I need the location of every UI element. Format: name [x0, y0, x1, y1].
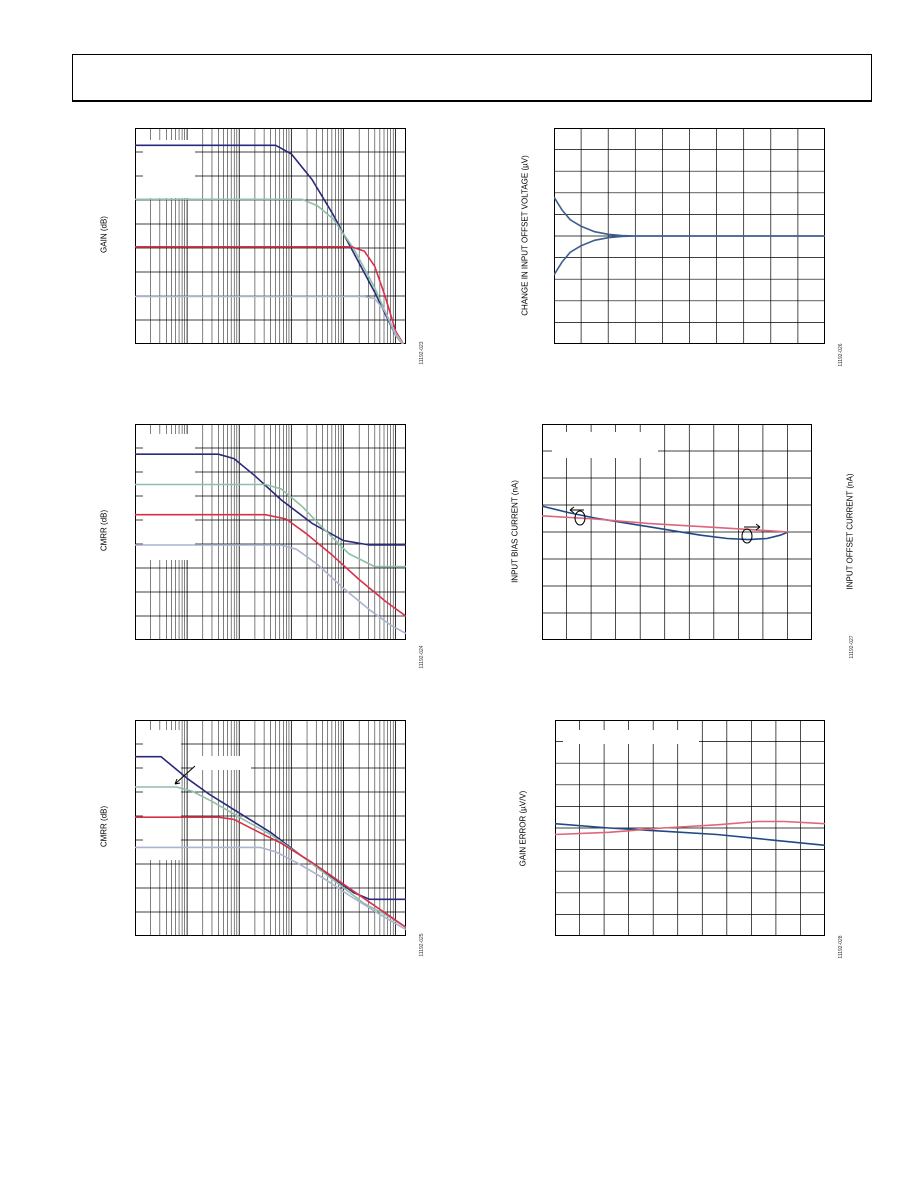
- cmrr-chart-2-figure-id: 11192-025: [419, 933, 425, 957]
- right-axis-arrow: [744, 523, 761, 531]
- left-axis-arrow: [569, 506, 584, 514]
- cmrr-chart-1-ylabel: CMRR (dB): [99, 509, 109, 552]
- bias-current-chart-ylabel: INPUT BIAS CURRENT (nA): [510, 480, 520, 583]
- bias-current-chart: [542, 424, 812, 640]
- gain-chart-ylabel: GAIN (dB): [99, 216, 109, 253]
- series-line: [555, 820, 825, 836]
- offset-voltage-chart: [554, 128, 825, 344]
- plot-frame: [135, 720, 406, 936]
- series-line: [135, 846, 406, 931]
- cmrr-chart-2-ylabel: CMRR (dB): [99, 805, 109, 848]
- series-line: [135, 453, 406, 546]
- series-line: [554, 235, 825, 276]
- right-axis-marker: [741, 528, 753, 544]
- legend-area: [143, 140, 195, 198]
- series-line: [135, 295, 405, 344]
- series-line: [135, 513, 406, 617]
- offset-voltage-chart-ylabel: CHANGE IN INPUT OFFSET VOLTAGE (µV): [520, 155, 530, 316]
- gain-error-chart: [555, 720, 825, 936]
- gain-chart: [135, 128, 406, 344]
- offset-voltage-chart-figure-id: 11192-026: [838, 343, 844, 367]
- series-line: [555, 822, 825, 847]
- chart-grid: [542, 424, 812, 640]
- bias-current-chart-figure-id: 11192-027: [849, 635, 855, 659]
- series-line: [135, 483, 406, 568]
- legend-area: [552, 432, 658, 458]
- legend-area: [143, 730, 181, 860]
- offset-current-chart-ylabel: INPUT OFFSET CURRENT (nA): [845, 473, 855, 590]
- cmrr-chart-2: [135, 720, 406, 936]
- cmrr-chart-1-figure-id: 11192-024: [419, 645, 425, 669]
- left-axis-marker: [574, 510, 586, 526]
- page-header-box: [72, 54, 872, 102]
- series-line: [135, 246, 405, 344]
- chart-grid: [555, 720, 825, 936]
- legend-area: [563, 730, 699, 744]
- series-line: [135, 544, 406, 635]
- series-line: [542, 515, 789, 533]
- gain-chart-figure-id: 11192-023: [419, 341, 425, 365]
- legend-area: [193, 756, 251, 770]
- legend-area: [143, 434, 195, 560]
- series-line: [542, 505, 789, 541]
- plot-frame: [135, 424, 406, 640]
- cmrr-chart-1: [135, 424, 406, 640]
- plot-frame: [135, 128, 406, 344]
- series-line: [135, 786, 406, 929]
- annotation-arrow: [174, 765, 196, 785]
- gain-error-chart-ylabel: GAIN ERROR (µV/V): [518, 790, 528, 867]
- gain-error-chart-figure-id: 11192-028: [838, 935, 844, 959]
- series-line: [135, 816, 406, 929]
- plot-frame: [555, 720, 825, 936]
- plot-frame: [542, 424, 812, 640]
